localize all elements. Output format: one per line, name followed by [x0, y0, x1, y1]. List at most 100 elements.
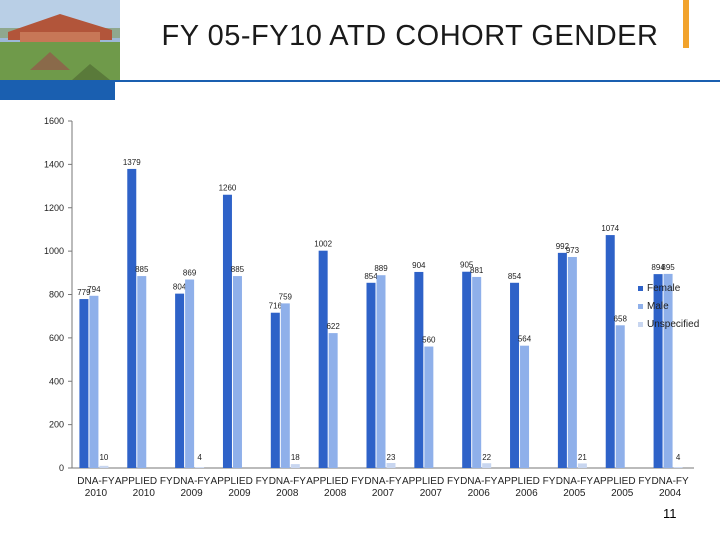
- header-bar: [0, 0, 720, 80]
- x-tick-label: DNA-FY: [460, 476, 498, 487]
- x-tick-label: DNA-FY: [651, 476, 689, 487]
- data-label: 622: [326, 322, 340, 331]
- data-label: 894: [651, 263, 665, 272]
- bar-female: [414, 271, 424, 468]
- x-tick-label: 2008: [324, 488, 347, 499]
- x-tick-label: APPLIED FY: [306, 476, 364, 487]
- data-label: 992: [556, 242, 570, 251]
- x-tick-label: 2006: [515, 488, 538, 499]
- x-tick-label: 2009: [228, 488, 251, 499]
- y-tick-label: 1200: [44, 203, 64, 213]
- data-label: 779: [77, 288, 91, 297]
- data-label: 804: [173, 283, 187, 292]
- y-tick-label: 400: [49, 376, 64, 386]
- x-tick-label: 2004: [659, 488, 682, 499]
- y-tick-label: 1600: [44, 116, 64, 126]
- header-underline: [115, 80, 720, 82]
- data-label: 889: [374, 264, 388, 273]
- legend-female-label: Female: [647, 283, 681, 294]
- bar-female: [318, 250, 328, 468]
- bar-unspecified: [290, 464, 300, 468]
- page-number: 11: [663, 506, 677, 521]
- bar-unspecified: [386, 463, 396, 468]
- accent-bar: [683, 0, 689, 48]
- x-tick-label: 2006: [468, 488, 491, 499]
- x-tick-label: 2007: [420, 488, 443, 499]
- data-label: 885: [231, 265, 245, 274]
- data-label: 22: [482, 453, 491, 462]
- x-tick-label: DNA-FY: [173, 476, 211, 487]
- data-label: 895: [661, 263, 675, 272]
- bar-male: [232, 276, 242, 468]
- data-label: 658: [614, 314, 628, 323]
- bar-unspecified: [99, 465, 109, 468]
- legend-unspecified: Unspecified: [638, 319, 699, 330]
- y-tick-label: 200: [49, 420, 64, 430]
- bar-male: [472, 276, 482, 468]
- data-label: 854: [364, 272, 378, 281]
- data-label: 4: [676, 453, 681, 462]
- campus-photo: [0, 0, 120, 80]
- x-tick-label: APPLIED FY: [402, 476, 460, 487]
- slide-title: FY 05-FY10 ATD COHORT GENDER: [161, 20, 659, 52]
- bar-female: [510, 282, 520, 468]
- x-tick-label: DNA-FY: [364, 476, 402, 487]
- x-tick-label: 2010: [85, 488, 108, 499]
- bar-male: [615, 325, 625, 468]
- bar-unspecified: [195, 467, 205, 468]
- x-tick-label: APPLIED FY: [115, 476, 173, 487]
- bar-male: [137, 276, 147, 468]
- data-label: 881: [470, 266, 484, 275]
- bar-female: [366, 282, 376, 468]
- legend-unspecified-label: Unspecified: [647, 319, 700, 330]
- bar-male: [280, 303, 290, 468]
- bar-male: [663, 273, 673, 468]
- x-tick-label: 2005: [611, 488, 634, 499]
- data-label: 1379: [123, 158, 141, 167]
- x-tick-label: DNA-FY: [77, 476, 115, 487]
- data-label: 10: [99, 453, 108, 462]
- x-tick-label: 2009: [180, 488, 203, 499]
- data-label: 1074: [601, 224, 619, 233]
- bar-male: [520, 345, 530, 468]
- y-tick-label: 1000: [44, 246, 64, 256]
- legend-male-swatch: [638, 303, 643, 309]
- data-label: 1260: [219, 184, 237, 193]
- data-label: 560: [422, 336, 436, 345]
- legend-male-label: Male: [647, 301, 669, 312]
- y-tick-label: 600: [49, 333, 64, 343]
- bar-male: [185, 279, 195, 468]
- bar-female: [79, 299, 89, 468]
- legend-female: Female: [638, 283, 680, 294]
- data-label: 905: [460, 261, 474, 270]
- bar-unspecified: [482, 463, 492, 468]
- x-tick-label: 2008: [276, 488, 299, 499]
- bar-female: [605, 235, 615, 468]
- data-label: 4: [197, 453, 202, 462]
- data-label: 564: [518, 335, 532, 344]
- legend-unspecified-swatch: [638, 321, 643, 327]
- bar-female: [222, 194, 232, 469]
- data-label: 794: [87, 285, 101, 294]
- x-tick-label: APPLIED FY: [211, 476, 269, 487]
- data-label: 1002: [314, 240, 332, 249]
- x-tick-label: APPLIED FY: [593, 476, 651, 487]
- bar-female: [270, 312, 280, 468]
- bar-unspecified: [577, 463, 587, 468]
- bar-male: [376, 275, 386, 468]
- x-tick-label: APPLIED FY: [498, 476, 556, 487]
- y-tick-label: 1400: [44, 159, 64, 169]
- bar-female: [127, 168, 137, 468]
- x-tick-label: DNA-FY: [556, 476, 594, 487]
- data-label: 21: [578, 453, 587, 462]
- data-label: 904: [412, 261, 426, 270]
- data-label: 973: [566, 246, 580, 255]
- x-tick-label: DNA-FY: [269, 476, 307, 487]
- bar-female: [175, 293, 185, 468]
- data-label: 854: [508, 272, 522, 281]
- data-label: 18: [291, 453, 300, 462]
- data-label: 869: [183, 269, 197, 278]
- data-label: 23: [387, 453, 396, 462]
- bar-female: [653, 274, 663, 468]
